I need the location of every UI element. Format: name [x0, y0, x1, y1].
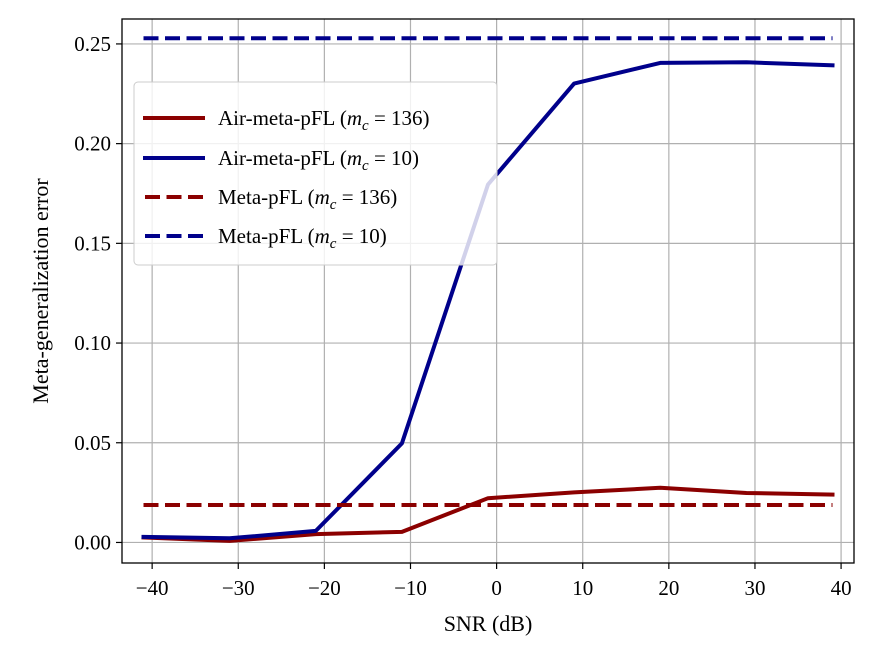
y-tick-label: 0.05 — [74, 431, 111, 455]
legend-entry: Meta-pFL (mc = 10) — [145, 224, 387, 252]
x-tick-label: 0 — [491, 576, 502, 600]
x-tick-label: −40 — [136, 576, 169, 600]
legend: Air-meta-pFL (mc = 136) Air-meta-pFL (mc … — [133, 81, 498, 266]
legend-label: Air-meta-pFL (mc = 10) — [218, 146, 419, 174]
legend-entry: Air-meta-pFL (mc = 10) — [143, 146, 419, 174]
y-tick-label: 0.15 — [74, 231, 111, 255]
x-tick-label: −30 — [222, 576, 255, 600]
legend-entry: Air-meta-pFL (mc = 136) — [143, 106, 430, 134]
y-axis-label: Meta-generalization error — [28, 178, 53, 404]
x-tick-label: −10 — [394, 576, 427, 600]
x-tick-label: 10 — [572, 576, 593, 600]
x-tick-label: 40 — [831, 576, 852, 600]
y-tick-label: 0.10 — [74, 331, 111, 355]
axis-ticks: −40 −30 −20 −10 0 10 20 30 40 0.00 0.05 0.10 0.15 0.2… — [74, 32, 851, 600]
x-tick-label: 30 — [744, 576, 765, 600]
y-tick-label: 0.25 — [74, 32, 111, 56]
legend-label: Meta-pFL (mc = 136) — [218, 185, 397, 213]
y-tick-label: 0.00 — [74, 530, 111, 554]
x-tick-label: −20 — [308, 576, 341, 600]
y-tick-label: 0.20 — [74, 132, 111, 156]
series-line-1 — [141, 485, 835, 543]
legend-label: Meta-pFL (mc = 10) — [218, 224, 387, 252]
legend-label: Air-meta-pFL (mc = 136) — [218, 106, 430, 134]
plot-frame — [121, 18, 855, 564]
x-axis-label: SNR (dB) — [444, 611, 533, 636]
x-tick-label: 20 — [658, 576, 679, 600]
legend-box — [133, 81, 498, 266]
legend-entry: Meta-pFL (mc = 136) — [145, 185, 397, 213]
